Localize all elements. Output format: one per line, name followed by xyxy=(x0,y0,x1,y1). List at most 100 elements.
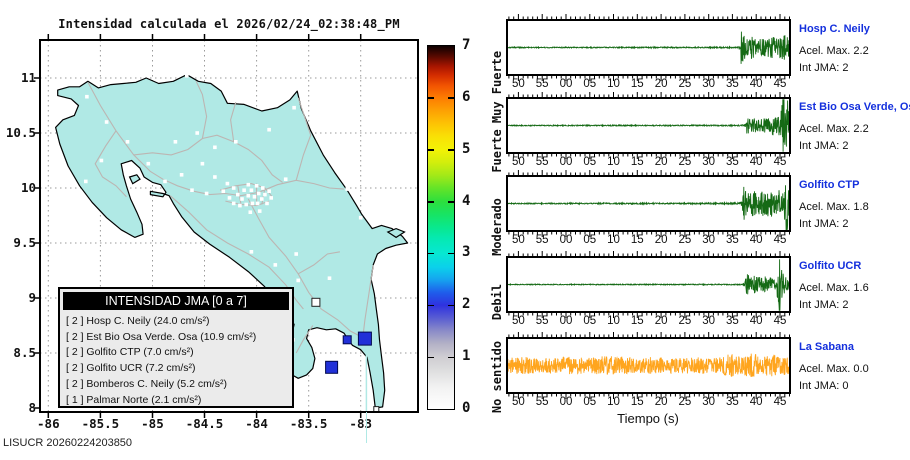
time-tick-label: 30 xyxy=(702,156,716,168)
station-marker xyxy=(248,210,253,214)
legend-row: [ 2 ] Hosp C. Neily (24.0 cm/s²) xyxy=(66,315,210,327)
seismogram-frame xyxy=(506,337,791,394)
waveform-trace xyxy=(506,259,791,311)
acceleration-max-label: Acel. Max. 0.0 xyxy=(799,363,869,375)
time-tick-label: 45 xyxy=(773,396,787,408)
jma-intensity-label: Int JMA: 2 xyxy=(799,299,849,311)
time-tick-label: 00 xyxy=(559,234,573,246)
seismogram-frame xyxy=(506,175,791,232)
waveform-trace xyxy=(506,353,791,377)
time-tick-label: 55 xyxy=(535,78,549,90)
time-tick-label: 00 xyxy=(559,315,573,327)
station-marker xyxy=(261,186,265,190)
time-tick-label: 05 xyxy=(583,234,597,246)
road-line xyxy=(297,251,340,275)
waveform-trace xyxy=(506,31,791,64)
station-marker xyxy=(283,177,288,181)
station-marker xyxy=(231,201,236,206)
station-marker xyxy=(267,189,271,193)
time-tick-label: 20 xyxy=(654,315,668,327)
station-marker xyxy=(269,196,273,200)
map-lat-tick-label: 9.5 xyxy=(13,234,36,250)
time-tick-label: 05 xyxy=(583,396,597,408)
colorbar-tick xyxy=(448,201,454,203)
time-tick-label: 50 xyxy=(511,234,525,246)
station-marker xyxy=(267,127,271,132)
time-tick-label: 30 xyxy=(702,234,716,246)
time-tick-label: 25 xyxy=(678,78,692,90)
map-frame xyxy=(39,39,419,413)
colorbar-number: 6 xyxy=(462,88,471,105)
time-tick-label: 35 xyxy=(725,234,739,246)
station-name: Est Bio Osa Verde, Osa xyxy=(799,101,910,113)
station-marker xyxy=(250,201,255,206)
legend-row: [ 2 ] Golfito CTP (7.0 cm/s²) xyxy=(66,346,194,359)
station-marker xyxy=(200,161,205,166)
map-lon-tick-label: -84 xyxy=(245,416,268,431)
station-marker xyxy=(244,202,248,207)
time-tick-label: 20 xyxy=(654,234,668,246)
time-tick-label: 25 xyxy=(678,156,692,168)
station-marker xyxy=(249,250,254,254)
seismogram-frame xyxy=(506,97,791,154)
time-tick-label: 40 xyxy=(749,234,763,246)
time-tick-label: 35 xyxy=(725,315,739,327)
map-lon-tick-label: -85 xyxy=(141,416,164,431)
station-marker xyxy=(185,74,189,78)
time-tick-label: 40 xyxy=(749,396,763,408)
colorbar-tick xyxy=(428,97,434,99)
station-marker xyxy=(104,120,109,124)
time-tick-label: 25 xyxy=(678,315,692,327)
road-line xyxy=(195,81,208,139)
island xyxy=(128,174,141,185)
time-tick-label: 05 xyxy=(583,315,597,327)
colorbar-number: 3 xyxy=(462,244,471,261)
station-marker xyxy=(252,195,257,199)
station-marker xyxy=(225,181,230,186)
seismogram-panel-4 xyxy=(506,251,791,318)
time-tick-label: 10 xyxy=(607,234,620,246)
station-marker xyxy=(190,188,194,192)
station-marker xyxy=(327,276,332,280)
artifact-line-extension xyxy=(365,412,368,443)
time-tick-label: 40 xyxy=(749,315,763,327)
legend-row: [ 2 ] Bomberos C. Neily (5.2 cm/s²) xyxy=(66,377,228,390)
map-lat-tick-label: 10.5 xyxy=(5,124,36,140)
station-marker xyxy=(273,263,278,267)
acceleration-max-label: Acel. Max. 2.2 xyxy=(799,45,869,57)
seismogram-panel-2 xyxy=(506,92,791,159)
station-name: Hosp C. Neily xyxy=(799,23,870,35)
triggered-station-marker xyxy=(325,360,339,374)
seismogram-panel-3 xyxy=(506,170,791,237)
time-tick-label: 10 xyxy=(607,396,620,408)
station-marker xyxy=(265,201,269,206)
time-tick-label: 30 xyxy=(702,396,716,408)
station-marker xyxy=(246,182,251,187)
map-lat-tick-label: 8 xyxy=(28,399,36,415)
time-axis-label: Tiempo (s) xyxy=(617,411,679,426)
time-tick-label: 55 xyxy=(535,234,549,246)
legend-row: [ 2 ] Golfito UCR (7.2 cm/s²) xyxy=(66,362,196,375)
time-tick-label: 55 xyxy=(535,156,549,168)
time-tick-label: 40 xyxy=(749,78,763,90)
station-marker xyxy=(296,278,300,283)
station-marker xyxy=(125,140,130,144)
map-lat-tick-label: 9 xyxy=(28,289,36,305)
costa-rica-map xyxy=(30,30,428,422)
time-tick-label: 45 xyxy=(773,234,787,246)
time-tick-label: 25 xyxy=(678,234,692,246)
seismogram-frame xyxy=(506,256,791,313)
station-marker xyxy=(99,158,104,163)
road-line xyxy=(295,325,314,354)
legend-row: [ 1 ] Palmar Norte (2.1 cm/s²) xyxy=(66,393,202,406)
station-marker xyxy=(173,140,178,144)
colorbar-number: 4 xyxy=(462,192,471,209)
station-marker xyxy=(213,145,217,150)
time-tick-label: 50 xyxy=(511,156,525,168)
station-marker xyxy=(146,161,151,166)
station-marker xyxy=(256,191,261,196)
time-tick-label: 55 xyxy=(535,396,549,408)
colorbar-tick xyxy=(428,149,434,151)
time-tick-label: 00 xyxy=(559,78,573,90)
station-marker xyxy=(249,188,254,192)
